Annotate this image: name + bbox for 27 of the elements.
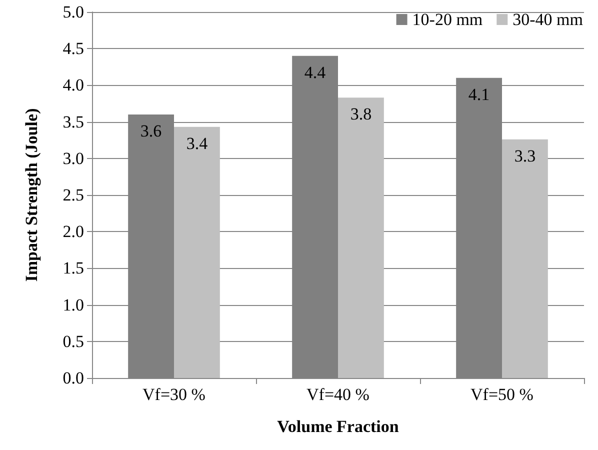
y-axis-title: Impact Strength (Joule): [22, 108, 41, 282]
y-tick-label: 0.0: [62, 368, 84, 388]
data-label: 4.1: [468, 84, 490, 104]
y-tick-label: 5.0: [62, 2, 84, 22]
x-tick-label: Vf=30 %: [142, 385, 206, 404]
bar: [338, 98, 384, 378]
y-tick-label: 1.5: [62, 258, 84, 278]
legend-label: 10-20 mm: [412, 10, 483, 29]
legend-label: 30-40 mm: [512, 10, 583, 29]
y-tick-label: 3.0: [62, 148, 84, 168]
bar: [502, 139, 548, 378]
x-tick-label: Vf=50 %: [470, 385, 534, 404]
data-label: 4.4: [304, 62, 326, 82]
data-label: 3.4: [186, 134, 208, 153]
y-tick-label: 2.0: [62, 222, 84, 242]
y-tick-label: 2.5: [62, 186, 84, 204]
y-tick-label: 0.5: [62, 332, 84, 351]
data-label: 3.8: [350, 104, 372, 124]
bar: [174, 126, 220, 378]
x-tick-label: Vf=40 %: [306, 385, 370, 404]
data-label: 3.3: [514, 146, 536, 166]
data-label: 3.6: [140, 121, 162, 140]
y-tick-label: 4.0: [62, 76, 84, 95]
y-tick-label: 4.5: [62, 39, 84, 58]
y-tick-label: 3.5: [62, 112, 84, 132]
x-axis-title: Volume Fraction: [277, 417, 400, 436]
y-tick-label: 1.0: [62, 295, 84, 314]
